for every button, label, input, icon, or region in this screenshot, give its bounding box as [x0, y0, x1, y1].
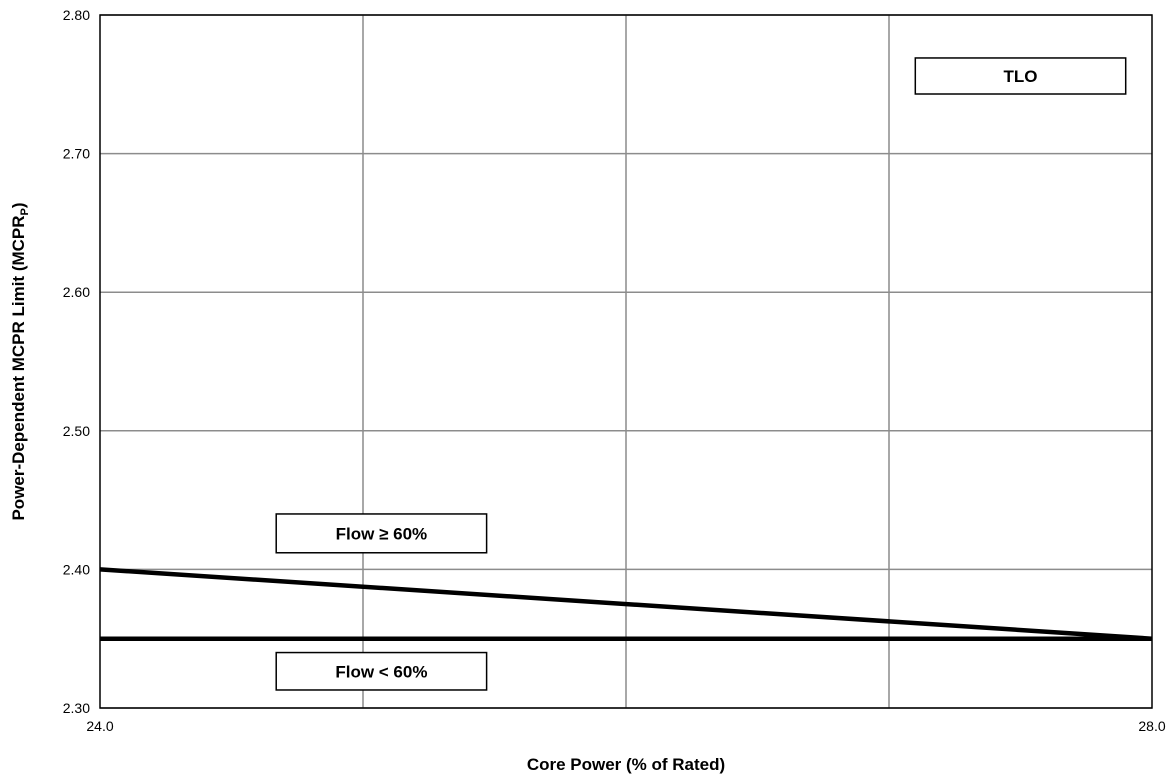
- annotation-label-3: Flow < 60%: [335, 662, 427, 681]
- y-axis-title-subscript: P: [19, 208, 31, 215]
- annotation-box-2: [275, 513, 488, 554]
- x-axis-title: Core Power (% of Rated): [527, 755, 725, 774]
- annotation-box-1: [914, 57, 1127, 95]
- y-tick-label: 2.30: [63, 700, 90, 716]
- y-tick-label: 2.60: [63, 284, 90, 300]
- plot-area-frame: [99, 14, 1153, 709]
- annotation-boxes: TLO Flow ≥ 60% Flow < 60%: [275, 57, 1127, 691]
- y-tick-label: 2.70: [63, 146, 90, 162]
- series-lines: [99, 567, 1153, 641]
- annotation-label-1: TLO: [1004, 67, 1038, 86]
- x-tick-label: 28.0: [1138, 718, 1165, 734]
- x-tick-label: 24.0: [86, 718, 113, 734]
- series-line-1: [99, 567, 1153, 641]
- y-tick-label: 2.40: [63, 561, 90, 577]
- y-tick-label: 2.80: [63, 7, 90, 23]
- annotation-box-3: [275, 651, 488, 691]
- y-axis-title-main: Power-Dependent MCPR Limit (MCPR: [9, 215, 28, 520]
- x-tick-labels: 24.0 28.0: [86, 718, 1165, 734]
- y-tick-label: 2.50: [63, 423, 90, 439]
- y-tick-labels: 2.30 2.40 2.50 2.60 2.70 2.80: [63, 7, 90, 716]
- annotation-label-2: Flow ≥ 60%: [336, 524, 428, 543]
- y-axis-title-suffix: ): [9, 202, 28, 208]
- y-axis-title: Power-Dependent MCPR Limit (MCPRP): [9, 202, 31, 520]
